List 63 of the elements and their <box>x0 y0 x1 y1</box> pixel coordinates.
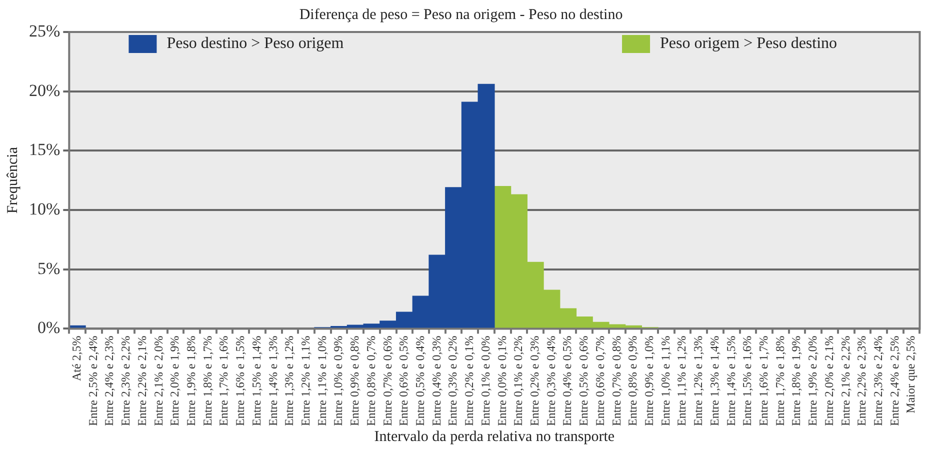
x-tick-label: Entre 0,2% e 0,3% <box>527 336 542 426</box>
y-tick-label: 25% <box>28 21 60 40</box>
chart-title: Diferença de peso = Peso na origem - Peso no destino <box>299 6 623 23</box>
x-tick-label: Maior que 2,5% <box>904 336 918 414</box>
x-tick-label: Entre 0,9% e 1,0% <box>642 336 656 426</box>
x-tick-label: Entre 1,9% e 1,8% <box>184 336 198 426</box>
x-tick-label: Entre 0,4% e 0,3% <box>429 336 444 426</box>
x-tick-label: Entre 2,1% e 2,2% <box>838 336 852 426</box>
x-tick-label: Entre 1,0% e 0,9% <box>331 336 346 426</box>
x-tick-label: Entre 1,7% e 1,6% <box>216 336 231 426</box>
x-tick-label: Entre 2,0% e 2,1% <box>822 336 836 426</box>
y-tick-label: 0% <box>37 318 60 338</box>
x-tick-label: Entre 0,7% e 0,8% <box>609 336 624 426</box>
x-tick-label: Entre 0,5% e 0,4% <box>412 336 427 426</box>
x-tick-label: Entre 0,2% e 0,1% <box>462 336 476 426</box>
y-tick-label: 20% <box>28 80 60 100</box>
x-tick-label: Entre 0,1% e 0,0% <box>478 336 492 426</box>
x-tick-label: Entre 2,0% e 1,9% <box>168 336 182 426</box>
legend-label: Peso destino > Peso origem <box>166 35 344 52</box>
y-tick-label: 10% <box>28 199 60 218</box>
x-tick-label: Entre 1,8% e 1,9% <box>789 336 804 426</box>
x-tick-label: Até 2,5% <box>69 336 84 382</box>
x-tick-label: Entre 2,3% e 2,2% <box>118 336 133 426</box>
legend-label: Peso origem > Peso destino <box>660 35 838 52</box>
x-tick-label: Entre 0,1% e 0,2% <box>511 336 526 426</box>
x-tick-label: Entre 1,6% e 1,7% <box>756 336 770 426</box>
x-tick-label: Entre 1,2% e 1,1% <box>298 336 312 426</box>
x-tick-label: Entre 1,4% e 1,5% <box>724 336 738 426</box>
x-tick-label: Entre 1,6% e 1,5% <box>233 336 248 426</box>
x-tick-label: Entre 1,9% e 2,0% <box>806 336 820 426</box>
x-tick-label: Entre 0,4% e 0,5% <box>560 336 574 426</box>
x-tick-label: Entre 2,4% e 2,3% <box>102 336 116 426</box>
y-tick-label: 5% <box>37 258 60 278</box>
x-tick-label: Entre 0,8% e 0,7% <box>364 336 378 426</box>
x-tick-label: Entre 1,7% e 1,8% <box>772 336 787 426</box>
x-tick-label: Entre 2,2% e 2,1% <box>134 336 149 426</box>
x-tick-label: Entre 0,8% e 0,9% <box>626 336 640 426</box>
x-tick-label: Entre 1,4% e 1,3% <box>266 336 280 426</box>
y-tick-label: 15% <box>28 140 60 160</box>
x-tick-label: Entre 1,8% e 1,7% <box>200 336 214 426</box>
x-tick-label: Entre 0,5% e 0,6% <box>576 336 591 426</box>
x-axis-title: Intervalo da perda relativa no transporte <box>374 428 615 445</box>
x-tick-label: Entre 1,0% e 1,1% <box>658 336 672 426</box>
x-tick-label: Entre 2,2% e 2,3% <box>854 336 869 426</box>
x-tick-label: Entre 1,3% e 1,2% <box>282 336 296 426</box>
x-tick-label: Entre 0,0% e 0,1% <box>494 336 509 426</box>
x-tick-label: Entre 1,1% e 1,2% <box>674 336 689 426</box>
x-tick-label: Entre 0,6% e 0,5% <box>396 336 411 426</box>
x-tick-label: Entre 0,3% e 0,4% <box>544 336 558 426</box>
x-tick-label: Entre 0,3% e 0,2% <box>446 336 460 426</box>
y-axis-title: Frequência <box>4 146 21 214</box>
x-tick-label: Entre 0,6% e 0,7% <box>592 336 607 426</box>
x-tick-label: Entre 2,4% e 2,5% <box>887 336 902 426</box>
x-tick-label: Entre 1,5% e 1,6% <box>740 336 754 426</box>
x-tick-label: Entre 1,2% e 1,3% <box>691 336 706 426</box>
x-tick-label: Entre 1,3% e 1,4% <box>707 336 722 426</box>
x-tick-label: Entre 1,5% e 1,4% <box>249 336 264 426</box>
x-tick-label: Entre 2,1% e 2,0% <box>151 336 166 426</box>
x-tick-label: Entre 2,5% e 2,4% <box>86 336 100 426</box>
x-tick-label: Entre 1,1% e 1,0% <box>314 336 329 426</box>
x-tick-label: Entre 0,9% e 0,8% <box>348 336 362 426</box>
x-tick-label: Entre 0,7% e 0,6% <box>380 336 394 426</box>
x-tick-label: Entre 2,3% e 2,4% <box>870 336 885 426</box>
